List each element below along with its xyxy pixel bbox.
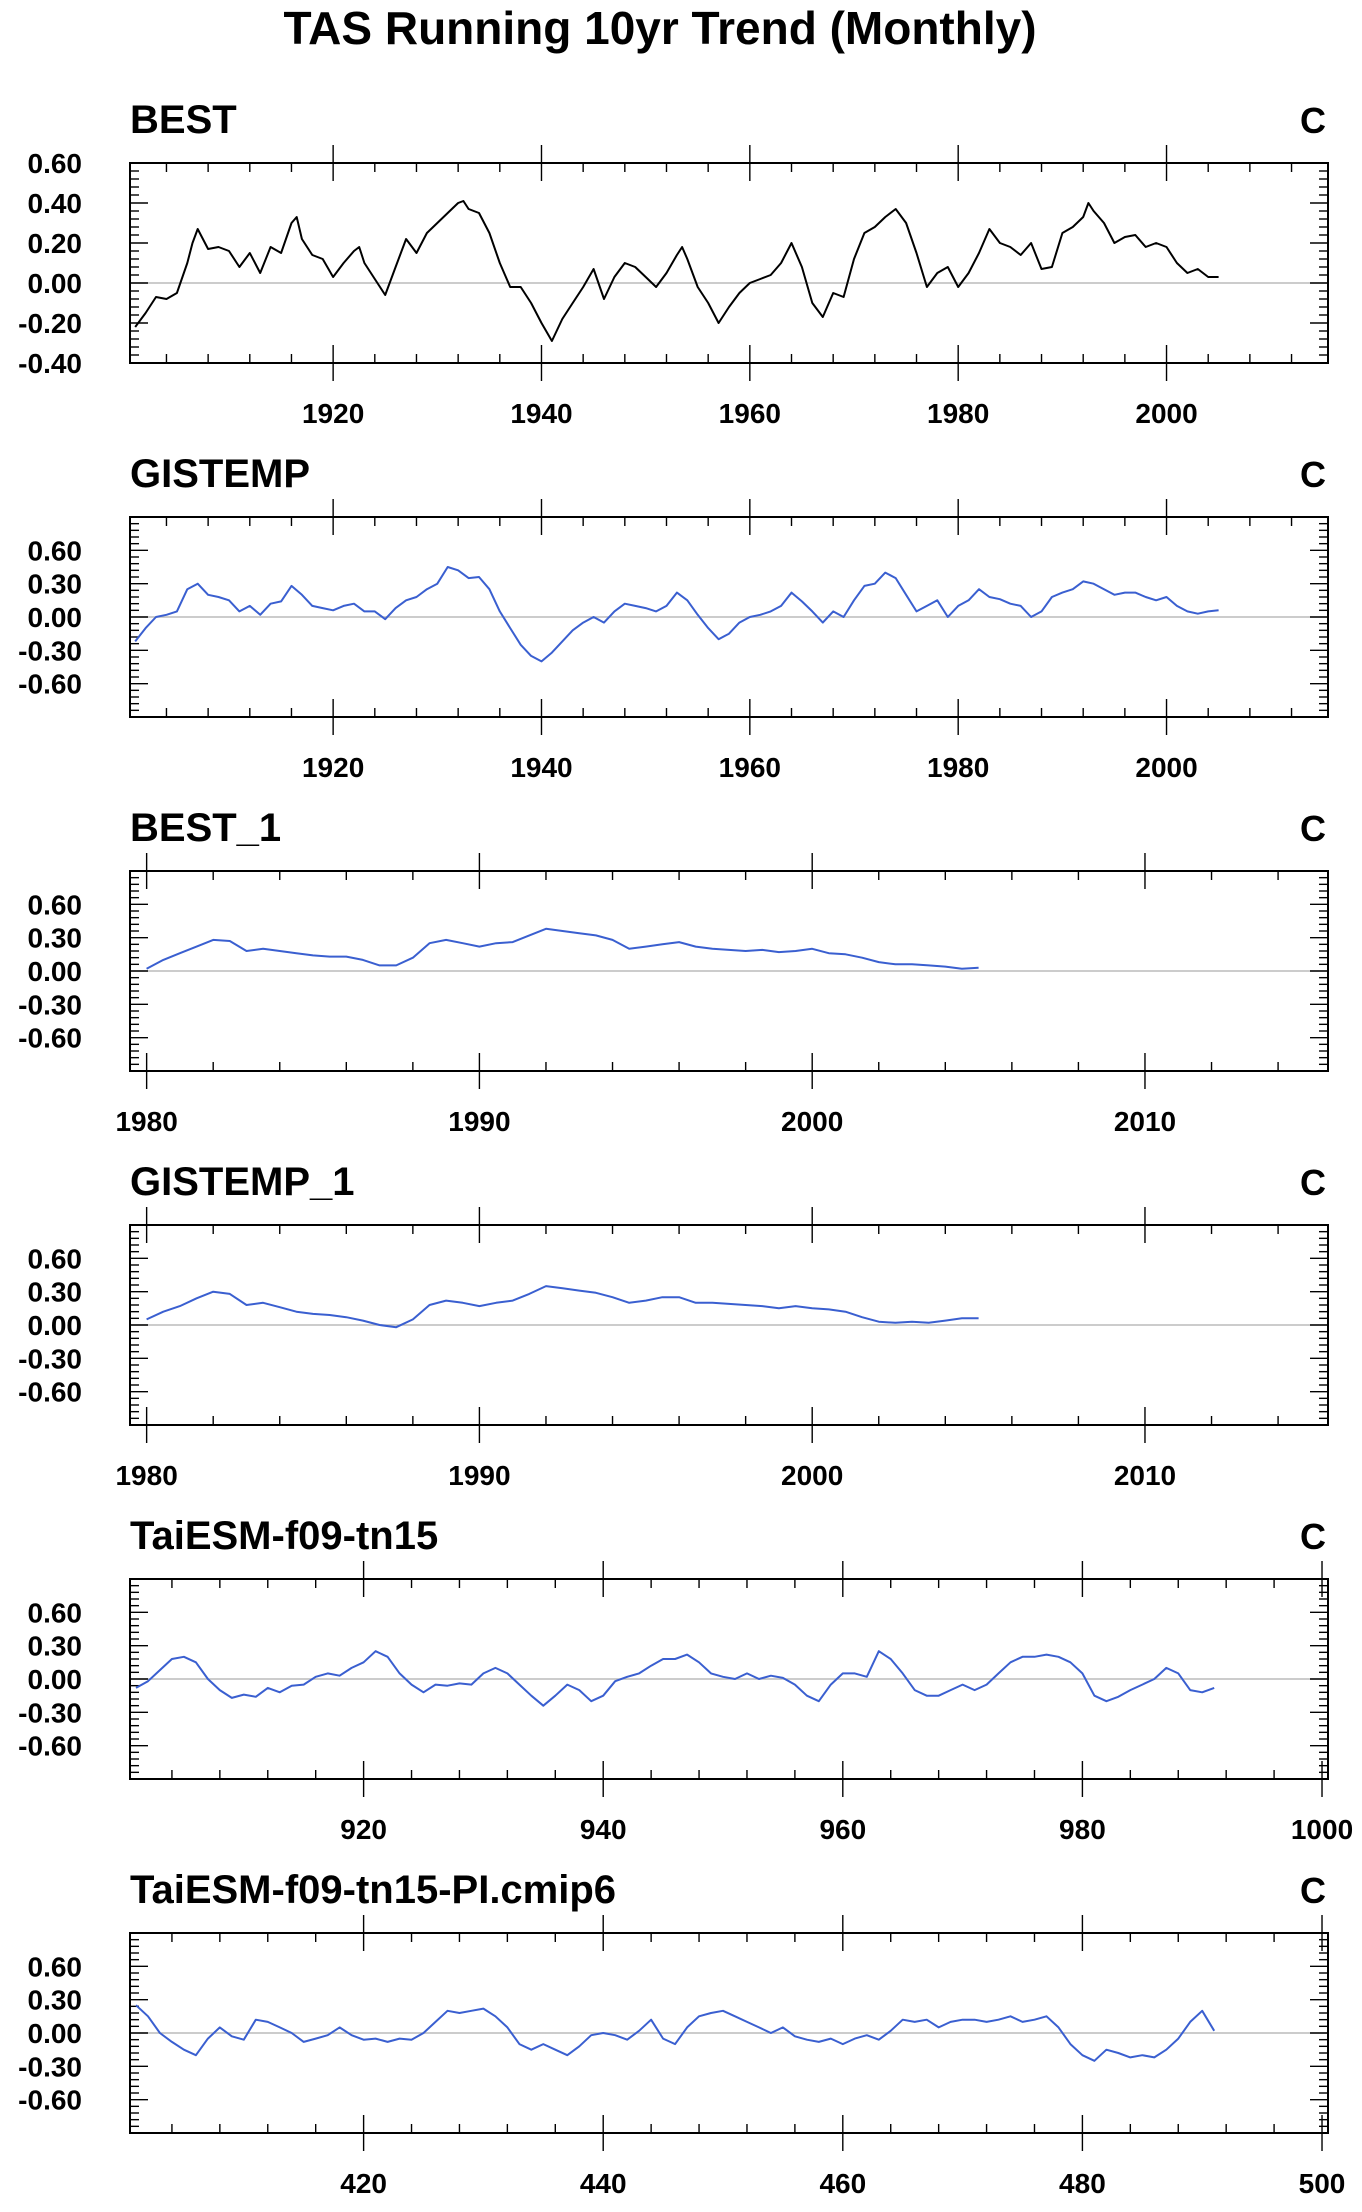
panel-6: TaiESM-f09-tn15-PI.cmip6 C 420 440 460 480 500… xyxy=(18,1868,1345,2199)
y-tick-label: 0.30 xyxy=(28,569,83,600)
x-tick-label: 480 xyxy=(1059,2168,1106,2199)
plot-frame xyxy=(129,1578,1329,1780)
x-tick-label: 440 xyxy=(580,2168,627,2199)
x-tick-label: 1990 xyxy=(448,1460,510,1491)
y-tick-label: 0.30 xyxy=(28,1985,83,2016)
x-tick-label: 500 xyxy=(1299,2168,1346,2199)
panel-3: BEST_1 C 1980 1990 2000 2010 -0.60-0.300.000.3… xyxy=(18,806,1329,1137)
x-tick-label: 2000 xyxy=(781,1460,843,1491)
x-tick-label: 980 xyxy=(1059,1814,1106,1845)
panel-unit: C xyxy=(1300,1516,1326,1557)
panel-4: GISTEMP_1 C 1980 1990 2000 2010 -0.60-0.300.00… xyxy=(18,1160,1329,1491)
y-tick-label: 0.20 xyxy=(28,228,83,259)
y-tick-label: -0.30 xyxy=(18,989,82,1020)
y-tick-label: -0.30 xyxy=(18,1697,82,1728)
panel-title: TaiESM-f09-tn15 xyxy=(130,1514,438,1558)
y-tick-label: -0.20 xyxy=(18,308,82,339)
series-line xyxy=(146,1285,979,1329)
y-tick-label: 0.60 xyxy=(28,1951,83,1982)
panel-title: BEST xyxy=(130,98,237,142)
y-tick-label: 0.00 xyxy=(28,602,83,633)
y-tick-label: -0.40 xyxy=(18,348,82,379)
x-tick-label: 1940 xyxy=(510,398,572,429)
x-tick-label: 920 xyxy=(340,1814,387,1845)
y-tick-label: 0.00 xyxy=(28,1310,83,1341)
y-tick-label: -0.30 xyxy=(18,1343,82,1374)
y-tick-label: 0.60 xyxy=(28,889,83,920)
panel-unit: C xyxy=(1300,1162,1326,1203)
y-tick-label: 0.00 xyxy=(28,1664,83,1695)
y-tick-label: 0.60 xyxy=(28,148,83,179)
chart-title: TAS Running 10yr Trend (Monthly) xyxy=(283,2,1036,54)
y-tick-label: 0.60 xyxy=(28,1243,83,1274)
y-tick-label: -0.60 xyxy=(18,669,82,700)
x-tick-label: 1000 xyxy=(1291,1814,1353,1845)
y-tick-label: -0.60 xyxy=(18,1023,82,1054)
panel-title: GISTEMP xyxy=(130,452,310,496)
panel-1: BEST C 1920 1940 1960 1980 2000 -0.40 -0.20 0.00 0… xyxy=(18,98,1329,429)
y-tick-label: -0.60 xyxy=(18,1377,82,1408)
x-tick-label: 2000 xyxy=(781,1106,843,1137)
series-line xyxy=(146,927,979,970)
y-tick-label: -0.30 xyxy=(18,635,82,666)
y-tick-label: 0.30 xyxy=(28,1277,83,1308)
y-tick-label: 0.30 xyxy=(28,1631,83,1662)
panel-unit: C xyxy=(1300,454,1326,495)
y-tick-label: 0.40 xyxy=(28,188,83,219)
x-tick-label: 1980 xyxy=(927,398,989,429)
x-tick-label: 1980 xyxy=(115,1106,177,1137)
x-tick-label: 960 xyxy=(819,1814,866,1845)
x-tick-label: 1980 xyxy=(927,752,989,783)
plot-frame xyxy=(129,1224,1329,1426)
y-tick-label: -0.60 xyxy=(18,1731,82,1762)
y-tick-label: 0.30 xyxy=(28,923,83,954)
y-tick-label: 0.00 xyxy=(28,268,83,299)
panel-unit: C xyxy=(1300,100,1326,141)
y-tick-label: -0.30 xyxy=(18,2051,82,2082)
y-tick-label: 0.00 xyxy=(28,2018,83,2049)
y-tick-label: 0.60 xyxy=(28,1597,83,1628)
x-tick-label: 2000 xyxy=(1135,398,1197,429)
x-tick-label: 1980 xyxy=(115,1460,177,1491)
x-tick-label: 1960 xyxy=(719,398,781,429)
plot-frame xyxy=(129,870,1329,1072)
x-tick-label: 1960 xyxy=(719,752,781,783)
x-tick-label: 1920 xyxy=(302,752,364,783)
panel-5: TaiESM-f09-tn15 C 920 940 960 980 1000 -0.60-0.… xyxy=(18,1514,1353,1845)
x-tick-label: 2010 xyxy=(1114,1460,1176,1491)
x-tick-label: 1940 xyxy=(510,752,572,783)
x-tick-label: 460 xyxy=(819,2168,866,2199)
series-line xyxy=(135,2004,1216,2062)
y-tick-label: 0.60 xyxy=(28,535,83,566)
x-tick-label: 940 xyxy=(580,1814,627,1845)
panel-title: TaiESM-f09-tn15-PI.cmip6 xyxy=(130,1868,616,1912)
plot-frame xyxy=(129,516,1329,718)
y-tick-label: -0.60 xyxy=(18,2085,82,2116)
x-tick-label: 2000 xyxy=(1135,752,1197,783)
series-line xyxy=(135,1650,1215,1707)
x-tick-label: 1920 xyxy=(302,398,364,429)
panel-unit: C xyxy=(1300,808,1326,849)
x-tick-label: 2010 xyxy=(1114,1106,1176,1137)
plot-frame xyxy=(129,1932,1329,2134)
plot-frame xyxy=(129,162,1329,364)
series-line xyxy=(134,566,1219,663)
x-tick-label: 420 xyxy=(340,2168,387,2199)
panel-title: GISTEMP_1 xyxy=(130,1160,355,1204)
y-tick-label: 0.00 xyxy=(28,956,83,987)
panel-unit: C xyxy=(1300,1870,1326,1911)
panel-title: BEST_1 xyxy=(130,806,281,850)
series-line xyxy=(134,200,1219,342)
x-tick-label: 1990 xyxy=(448,1106,510,1137)
